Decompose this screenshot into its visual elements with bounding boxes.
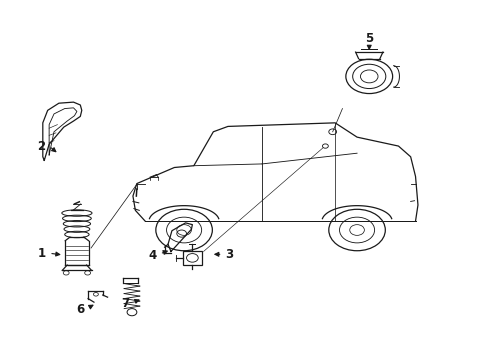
Text: 1: 1 <box>37 247 46 260</box>
Bar <box>183 251 202 265</box>
Text: 4: 4 <box>148 248 156 261</box>
Text: 6: 6 <box>76 303 84 316</box>
Text: 3: 3 <box>225 248 233 261</box>
Text: 5: 5 <box>365 32 373 45</box>
Text: 2: 2 <box>37 140 46 153</box>
Text: 7: 7 <box>122 297 130 310</box>
